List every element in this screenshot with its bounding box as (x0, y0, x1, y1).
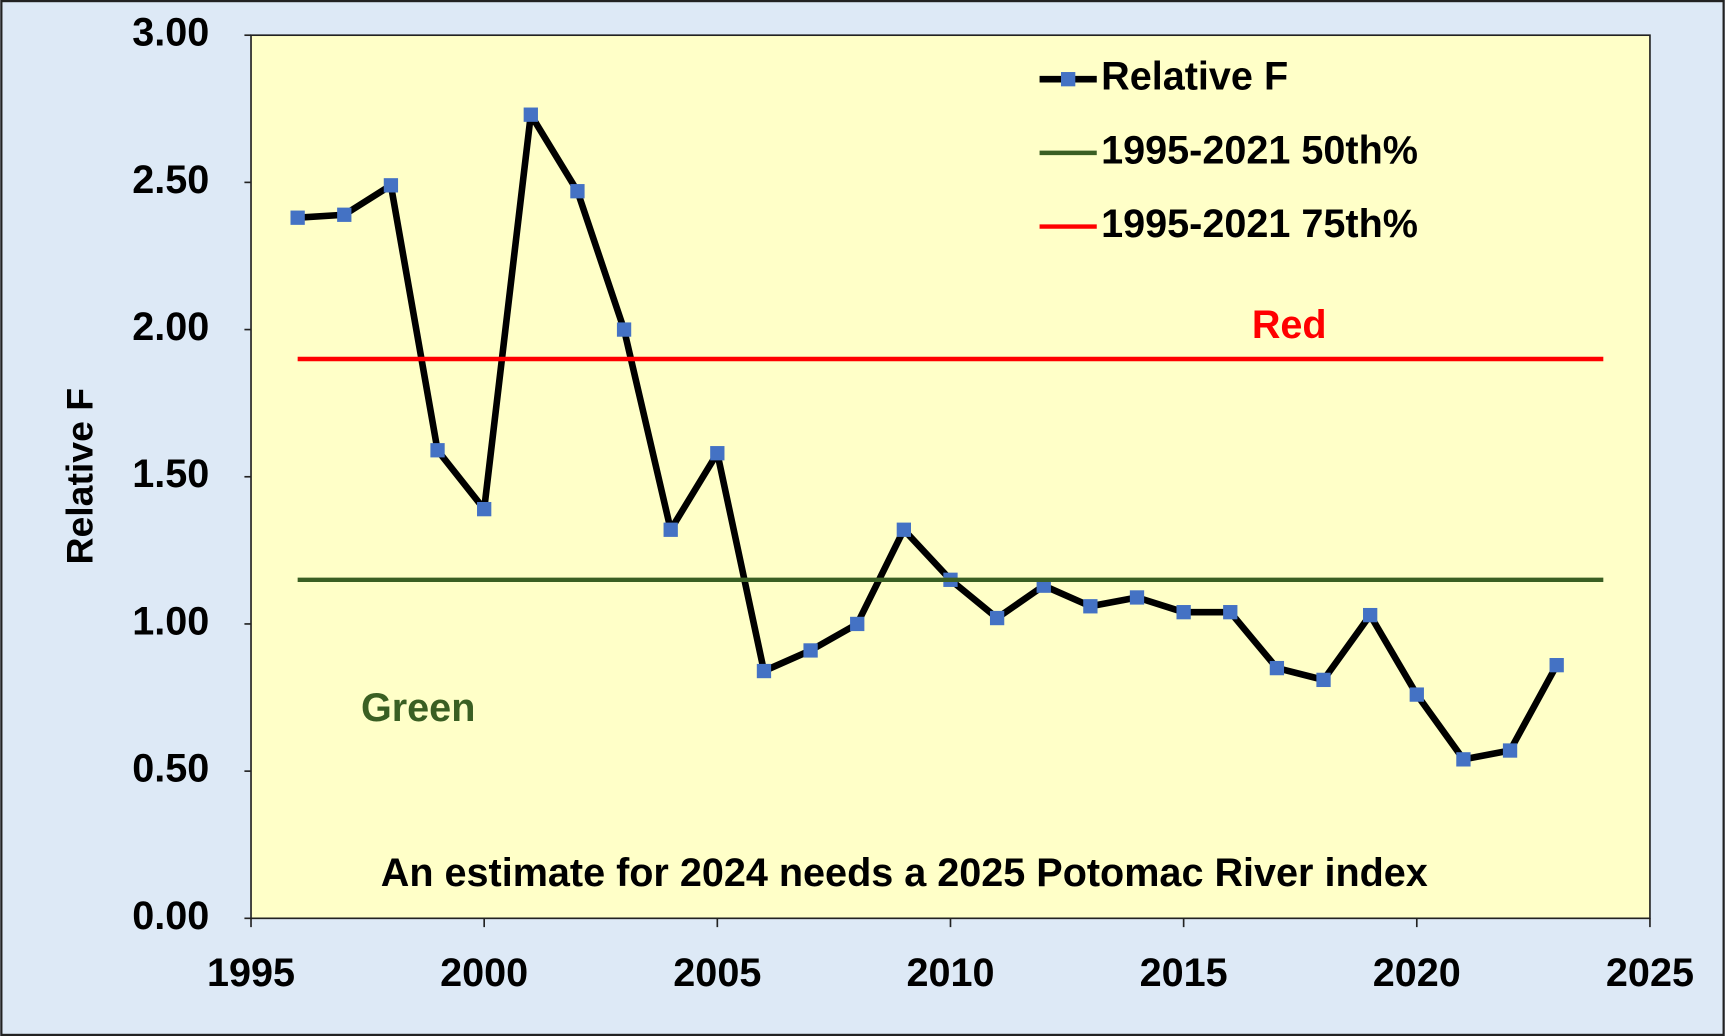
y-axis-label: Relative F (59, 388, 101, 565)
y-tick-label: 0.50 (132, 747, 209, 791)
marker (337, 207, 352, 222)
y-tick-label: 1.50 (132, 452, 209, 496)
x-tick-label: 2010 (906, 951, 994, 995)
marker (1223, 605, 1238, 620)
y-tick-label: 0.00 (132, 894, 209, 938)
x-tick-label: 2015 (1140, 951, 1228, 995)
marker (477, 501, 492, 517)
marker (850, 616, 865, 632)
marker (523, 107, 538, 122)
y-tick-label: 1.00 (132, 599, 209, 643)
annotation: Red (1252, 303, 1327, 347)
marker (430, 443, 445, 458)
marker (989, 610, 1005, 626)
marker (710, 446, 725, 461)
legend-label: Relative F (1101, 55, 1288, 99)
marker (1316, 672, 1331, 688)
marker (1269, 660, 1285, 676)
marker (1409, 687, 1424, 702)
marker (803, 643, 818, 658)
marker (1036, 578, 1051, 593)
marker (663, 522, 678, 537)
marker (1129, 590, 1145, 605)
legend-marker (1061, 72, 1076, 87)
series-line (297, 111, 1560, 763)
marker (1363, 607, 1378, 623)
legend-label: 1995-2021 75th% (1101, 202, 1418, 246)
x-tick-label: 1995 (207, 951, 295, 995)
annotation: Green (361, 686, 475, 730)
marker (290, 210, 305, 225)
plot-area (250, 34, 1651, 920)
marker (570, 184, 585, 199)
y-tick-label: 3.00 (132, 11, 209, 55)
marker (896, 522, 912, 537)
x-tick-label: 2025 (1606, 951, 1694, 995)
marker (1083, 599, 1098, 614)
marker (1456, 752, 1471, 767)
marker (756, 663, 772, 679)
marker (383, 178, 399, 193)
x-tick-label: 2005 (673, 951, 761, 995)
marker (1549, 658, 1564, 673)
annotation: An estimate for 2024 needs a 2025 Potoma… (381, 851, 1428, 895)
legend-label: 1995-2021 50th% (1101, 128, 1418, 172)
marker (1176, 605, 1191, 620)
marker (616, 322, 632, 337)
y-tick-label: 2.00 (132, 305, 209, 349)
y-tick-label: 2.50 (132, 158, 209, 202)
x-tick-label: 2000 (440, 951, 528, 995)
marker (1502, 743, 1518, 758)
x-tick-label: 2020 (1373, 951, 1461, 995)
